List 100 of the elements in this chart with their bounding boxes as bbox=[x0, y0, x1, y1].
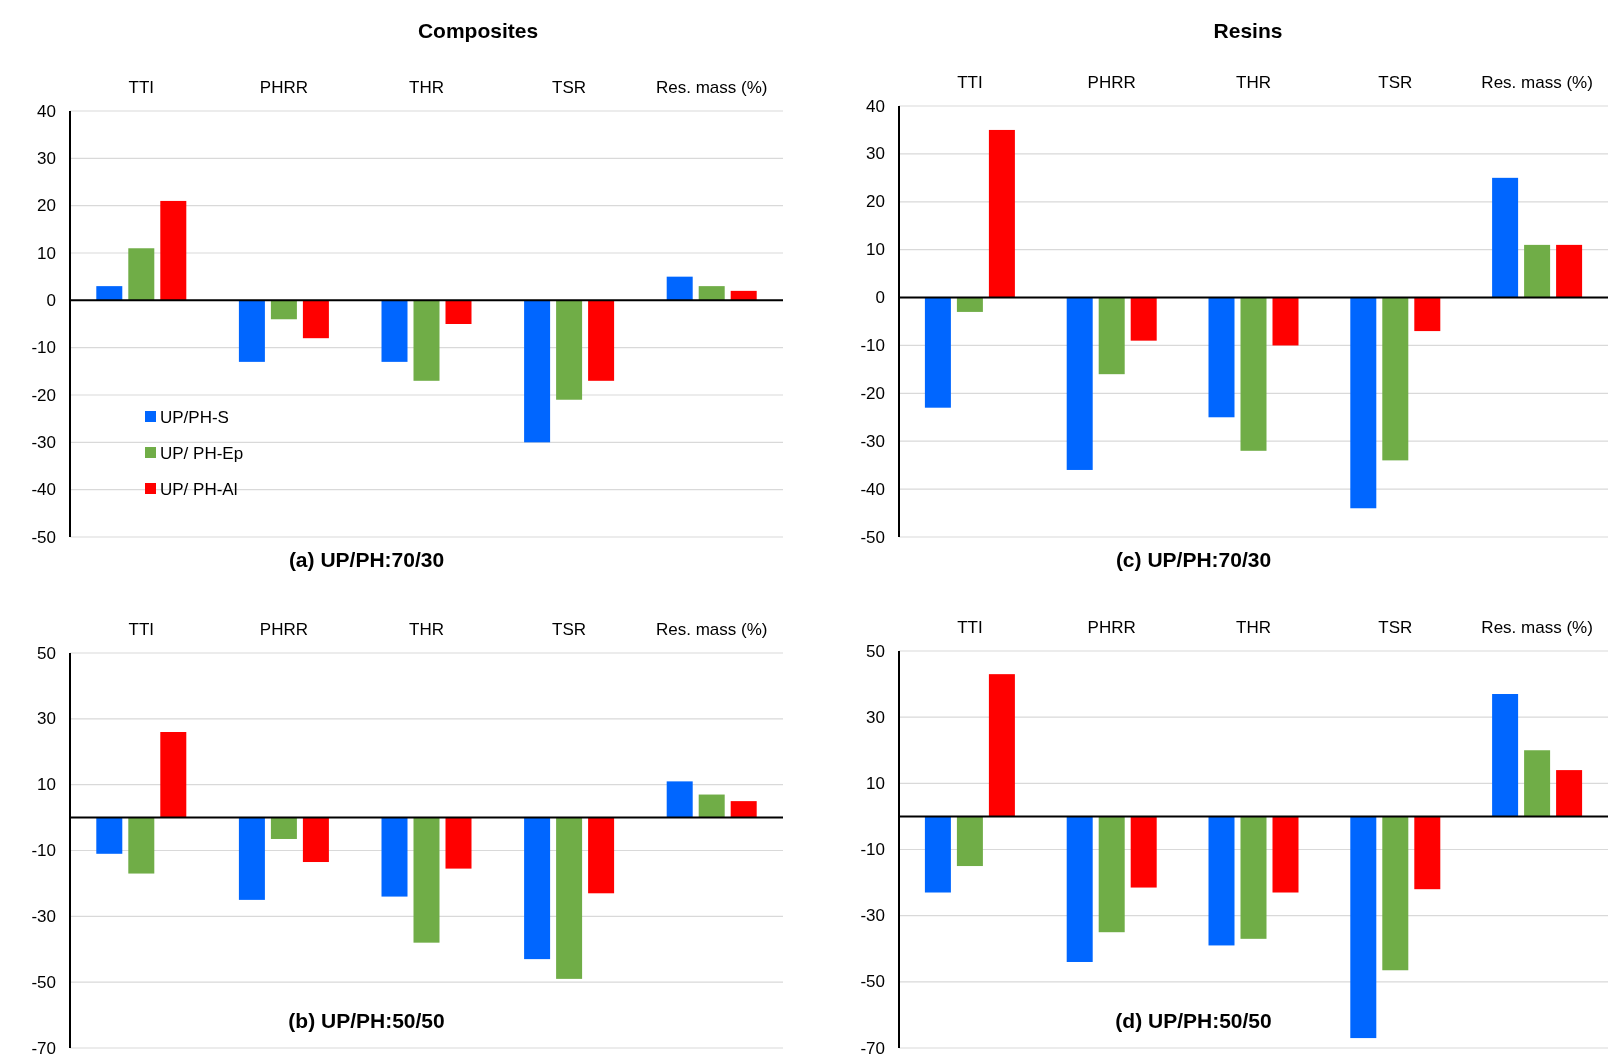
chart-title: Resins bbox=[1213, 19, 1283, 42]
bar bbox=[988, 129, 1015, 298]
bar bbox=[270, 817, 297, 839]
bar bbox=[413, 300, 440, 381]
y-tick-label: 10 bbox=[37, 775, 56, 795]
bar bbox=[1556, 770, 1583, 817]
y-tick-label: -70 bbox=[860, 1038, 885, 1058]
bar bbox=[1414, 297, 1441, 332]
y-tick-label: 40 bbox=[866, 96, 885, 116]
y-tick-label: -30 bbox=[860, 431, 885, 451]
x-tick-label: TSR bbox=[1378, 617, 1413, 637]
bar bbox=[445, 817, 472, 869]
x-tick-label: PHRR bbox=[259, 619, 308, 639]
bar bbox=[238, 817, 265, 900]
x-tick-label: Res. mass (%) bbox=[1481, 72, 1593, 92]
y-tick-label: -70 bbox=[31, 1038, 56, 1058]
bar bbox=[96, 286, 123, 301]
bar bbox=[1524, 244, 1551, 298]
bar bbox=[96, 817, 123, 854]
bar bbox=[1208, 297, 1235, 418]
bar bbox=[956, 297, 983, 312]
bar bbox=[666, 781, 693, 818]
bar bbox=[1524, 750, 1551, 817]
bar bbox=[413, 817, 440, 943]
bar bbox=[160, 732, 187, 818]
y-tick-label: -10 bbox=[31, 338, 56, 358]
bar bbox=[924, 816, 951, 893]
x-tick-label: TTI bbox=[957, 72, 983, 92]
bar bbox=[128, 817, 155, 874]
bar bbox=[1130, 297, 1157, 341]
y-tick-label: -20 bbox=[860, 383, 885, 403]
x-tick-label: TTI bbox=[128, 77, 155, 97]
x-tick-label: PHRR bbox=[1087, 72, 1136, 92]
bar bbox=[524, 817, 551, 960]
y-tick-label: -10 bbox=[860, 335, 885, 355]
y-tick-label: -40 bbox=[31, 480, 56, 500]
y-tick-label: 10 bbox=[866, 773, 885, 793]
x-tick-label: TTI bbox=[128, 619, 155, 639]
x-tick-label: THR bbox=[409, 619, 444, 639]
y-tick-label: 20 bbox=[37, 196, 56, 216]
bar bbox=[666, 276, 693, 301]
bar bbox=[1272, 816, 1299, 893]
y-tick-label: -30 bbox=[31, 432, 56, 452]
y-tick-label: -50 bbox=[860, 527, 885, 547]
y-tick-label: -40 bbox=[860, 479, 885, 499]
x-tick-label: Res. mass (%) bbox=[1481, 617, 1593, 637]
x-tick-label: TTI bbox=[957, 617, 983, 637]
bar bbox=[1272, 297, 1299, 346]
bar bbox=[1240, 816, 1267, 939]
bar bbox=[1492, 177, 1519, 298]
x-tick-label: TSR bbox=[552, 77, 587, 97]
bar bbox=[128, 248, 155, 301]
y-tick-label: -10 bbox=[860, 840, 885, 859]
bar bbox=[588, 300, 615, 381]
x-axis-title: (a) UP/PH:70/30 bbox=[288, 547, 445, 571]
bar bbox=[1208, 816, 1235, 946]
legend-label: UP/PH-S bbox=[160, 407, 229, 427]
bar bbox=[381, 300, 408, 362]
bar bbox=[1240, 297, 1267, 451]
bar bbox=[160, 200, 187, 301]
y-tick-label: 0 bbox=[46, 290, 56, 310]
y-tick-label: 20 bbox=[866, 192, 885, 212]
y-tick-label: 30 bbox=[37, 148, 56, 168]
y-tick-label: 10 bbox=[866, 240, 885, 260]
x-tick-label: THR bbox=[1236, 617, 1271, 637]
bar bbox=[556, 300, 583, 400]
x-axis-title: (b) UP/PH:50/50 bbox=[288, 1008, 445, 1032]
x-axis-title: (d) UP/PH:50/50 bbox=[1115, 1008, 1272, 1032]
bar bbox=[524, 300, 551, 443]
bar bbox=[445, 300, 472, 324]
x-axis-title: (c) UP/PH:70/30 bbox=[1115, 547, 1272, 571]
bar bbox=[1130, 816, 1157, 888]
y-tick-label: 40 bbox=[37, 101, 56, 121]
y-tick-label: 30 bbox=[37, 709, 56, 729]
y-tick-label: -50 bbox=[31, 527, 56, 547]
bar bbox=[1098, 297, 1125, 375]
bar bbox=[698, 794, 725, 818]
bar bbox=[381, 817, 408, 897]
bar bbox=[1414, 816, 1441, 890]
bar bbox=[1066, 816, 1093, 962]
x-tick-label: Res. mass (%) bbox=[655, 77, 768, 97]
y-tick-label: 30 bbox=[866, 707, 885, 727]
bar bbox=[956, 816, 983, 867]
y-tick-label: 0 bbox=[875, 288, 885, 308]
y-tick-label: -10 bbox=[31, 841, 56, 860]
y-tick-label: -20 bbox=[31, 385, 56, 405]
bar bbox=[588, 817, 615, 894]
bar bbox=[1556, 244, 1583, 298]
bar bbox=[238, 300, 265, 362]
bar bbox=[1066, 297, 1093, 470]
x-tick-label: PHRR bbox=[1087, 617, 1136, 637]
x-tick-label: PHRR bbox=[259, 77, 308, 97]
x-tick-label: TSR bbox=[1378, 72, 1413, 92]
y-tick-label: -30 bbox=[860, 906, 885, 926]
x-tick-label: THR bbox=[1236, 72, 1271, 92]
y-tick-label: -30 bbox=[31, 906, 56, 926]
bar bbox=[730, 801, 757, 818]
x-tick-label: TSR bbox=[552, 619, 587, 639]
bar bbox=[1098, 816, 1125, 933]
bar bbox=[1350, 297, 1377, 509]
